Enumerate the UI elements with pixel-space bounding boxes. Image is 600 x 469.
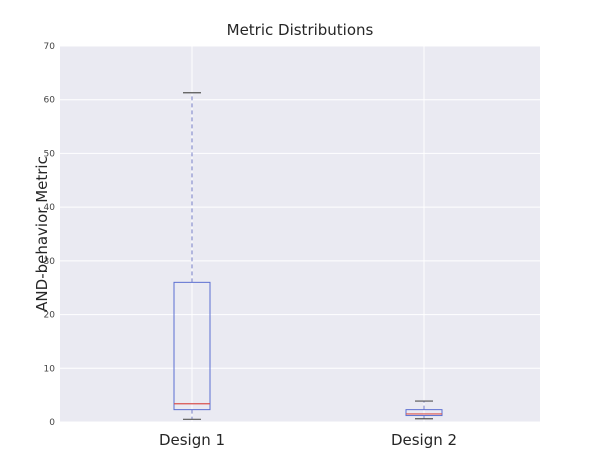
y-axis-label: AND-behavior Metric — [33, 156, 51, 312]
y-tick-label: 10 — [44, 364, 56, 374]
grid — [60, 45, 540, 423]
x-axis: Design 1 Design 2 — [159, 431, 457, 449]
y-axis: 0 10 20 30 40 50 60 70 — [44, 42, 56, 428]
boxes — [173, 92, 443, 420]
box-1 — [173, 92, 211, 420]
box-iqr — [405, 409, 443, 417]
y-tick-label: 20 — [44, 311, 56, 321]
x-tick-label: Design 1 — [159, 431, 225, 449]
box-2 — [405, 400, 443, 420]
plot-area — [60, 46, 540, 422]
y-tick-label: 30 — [44, 257, 56, 267]
x-tick-label: Design 2 — [391, 431, 457, 449]
chart-title: Metric Distributions — [227, 21, 374, 39]
y-tick-label: 40 — [44, 203, 56, 213]
y-tick-label: 0 — [49, 418, 55, 428]
box-iqr — [173, 281, 211, 411]
y-tick-label: 70 — [44, 42, 56, 52]
y-tick-label: 50 — [44, 149, 56, 159]
y-tick-label: 60 — [44, 96, 56, 106]
